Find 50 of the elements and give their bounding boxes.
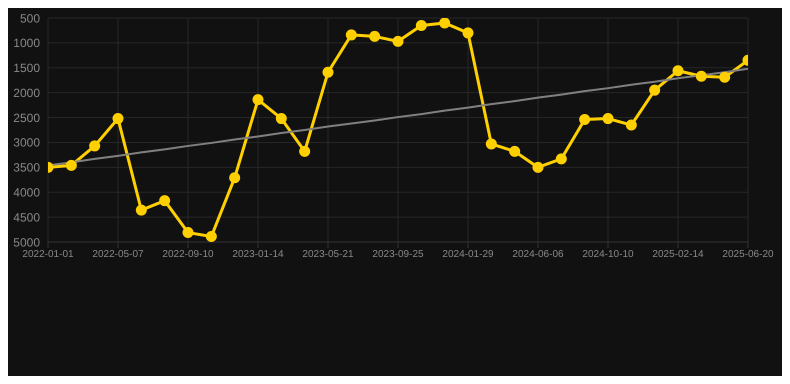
point	[439, 18, 450, 28]
y-tick-label: 2500	[13, 110, 40, 125]
point	[462, 27, 474, 38]
y-tick-label: 3000	[13, 136, 40, 150]
y-tick-label: 5000	[13, 235, 40, 250]
point	[602, 113, 614, 124]
point	[532, 162, 544, 173]
point	[206, 231, 217, 242]
point	[416, 20, 427, 31]
x-tick-label: 2024-06-06	[512, 249, 564, 260]
point	[229, 172, 240, 184]
x-tick-label: 2022-01-01	[22, 249, 74, 260]
point	[299, 146, 310, 157]
x-tick-label: 2022-09-10	[162, 249, 214, 260]
point	[322, 66, 334, 78]
point	[89, 140, 100, 152]
point	[252, 94, 264, 106]
point	[112, 113, 124, 124]
y-tick-label: 500	[20, 11, 40, 26]
y-tick-label: 4000	[13, 185, 40, 200]
point	[346, 29, 357, 40]
point	[392, 36, 404, 47]
point	[556, 153, 567, 164]
point	[626, 120, 637, 131]
x-tick-label: 2023-01-14	[232, 249, 284, 260]
point	[696, 70, 707, 82]
point	[579, 114, 590, 126]
point	[159, 195, 170, 206]
point	[719, 72, 730, 83]
y-tick-label: 1000	[13, 36, 40, 50]
x-tick-label: 2025-06-20	[722, 249, 774, 260]
point	[486, 138, 497, 150]
x-tick-label: 2022-05-07	[92, 249, 144, 260]
x-tick-label: 2024-01-29	[442, 249, 494, 260]
x-tick-label: 2023-05-21	[302, 249, 354, 260]
y-tick-label: 3500	[13, 160, 40, 175]
point	[276, 113, 287, 124]
point	[136, 204, 147, 216]
point	[509, 146, 520, 157]
point	[66, 160, 77, 171]
point	[672, 65, 684, 76]
y-tick-label: 1500	[13, 61, 40, 76]
x-tick-label: 2023-09-25	[372, 249, 424, 260]
y-tick-label: 4500	[13, 210, 40, 224]
point	[182, 227, 194, 238]
point	[649, 84, 660, 96]
point	[369, 30, 380, 42]
y-tick-label: 2000	[13, 86, 40, 100]
x-tick-label: 2025-02-14	[652, 249, 704, 260]
x-tick-label: 2024-10-10	[582, 249, 634, 260]
